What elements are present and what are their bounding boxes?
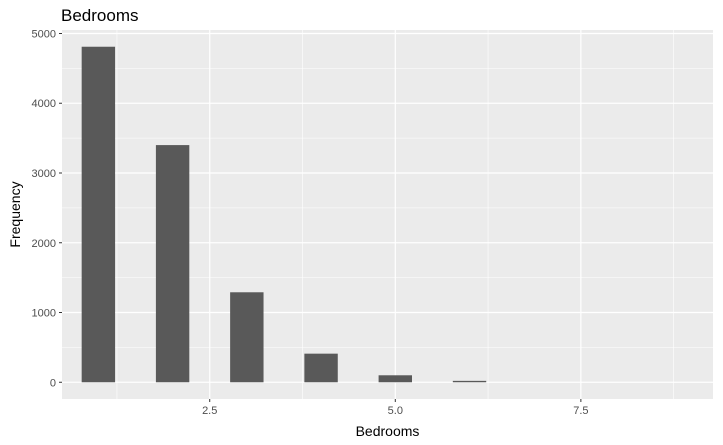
- x-tick-label: 7.5: [573, 405, 588, 417]
- y-tick-label: 1000: [32, 308, 56, 320]
- x-axis-title: Bedrooms: [356, 423, 420, 439]
- y-tick-label: 2000: [32, 238, 56, 250]
- x-tick-label: 5.0: [388, 405, 403, 417]
- y-tick-label: 5000: [32, 28, 56, 40]
- histogram-bar: [452, 380, 487, 383]
- y-tick-label: 4000: [32, 98, 56, 110]
- histogram-bar: [378, 375, 412, 383]
- histogram-bar: [230, 292, 264, 383]
- histogram-bar: [81, 46, 116, 383]
- y-tick-label: 3000: [32, 168, 56, 180]
- y-axis: 0 1000 2000 3000 4000 5000: [32, 28, 62, 389]
- histogram-bar: [304, 353, 338, 383]
- x-tick-label: 2.5: [202, 405, 217, 417]
- histogram-bar: [155, 145, 190, 383]
- y-axis-title: Frequency: [7, 181, 23, 247]
- chart-title: Bedrooms: [61, 6, 139, 25]
- x-axis: 2.5 5.0 7.5: [202, 399, 589, 417]
- y-tick-label: 0: [50, 377, 56, 389]
- major-gridlines: [62, 30, 713, 399]
- bars: [81, 46, 487, 383]
